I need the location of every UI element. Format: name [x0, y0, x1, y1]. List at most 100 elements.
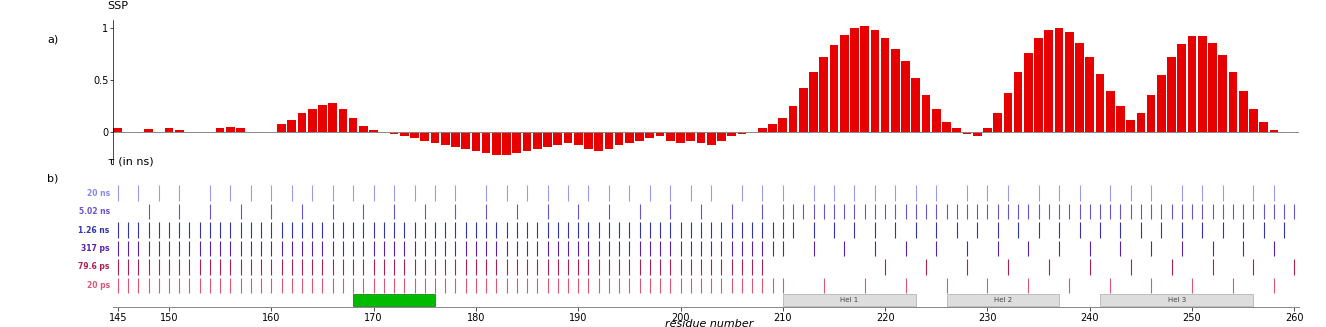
- Bar: [164, 128, 174, 132]
- Bar: [512, 132, 521, 153]
- Bar: [1086, 57, 1094, 132]
- Bar: [544, 132, 552, 147]
- Bar: [768, 124, 777, 132]
- Bar: [1101, 294, 1253, 306]
- Bar: [225, 127, 235, 132]
- Bar: [420, 132, 430, 141]
- Bar: [1197, 36, 1207, 132]
- Text: 5.02 ns: 5.02 ns: [78, 207, 110, 216]
- Bar: [1034, 38, 1044, 132]
- Bar: [1065, 32, 1074, 132]
- Bar: [1054, 28, 1063, 132]
- Bar: [481, 132, 491, 153]
- Text: 79.6 ps: 79.6 ps: [78, 262, 110, 271]
- Text: residue number: residue number: [666, 319, 753, 327]
- Bar: [880, 38, 890, 132]
- Bar: [359, 126, 367, 132]
- Bar: [778, 118, 788, 132]
- Bar: [1116, 106, 1124, 132]
- Bar: [1024, 53, 1033, 132]
- Bar: [1004, 93, 1012, 132]
- Bar: [1045, 30, 1053, 132]
- Bar: [717, 132, 725, 141]
- Bar: [216, 128, 224, 132]
- Bar: [1269, 130, 1278, 132]
- Bar: [983, 128, 992, 132]
- Bar: [1208, 43, 1217, 132]
- Text: a): a): [48, 34, 58, 44]
- Bar: [800, 88, 808, 132]
- Bar: [114, 128, 122, 132]
- Bar: [809, 72, 818, 132]
- Text: 20 ns: 20 ns: [86, 189, 110, 198]
- Text: Hel 3: Hel 3: [1168, 297, 1185, 303]
- Bar: [1075, 43, 1083, 132]
- Bar: [522, 132, 532, 151]
- Bar: [1147, 95, 1155, 132]
- Bar: [646, 132, 654, 138]
- Text: 317 ps: 317 ps: [81, 244, 110, 253]
- Bar: [737, 132, 747, 134]
- Bar: [1188, 36, 1196, 132]
- Bar: [839, 35, 849, 132]
- Bar: [656, 132, 664, 136]
- Bar: [369, 130, 378, 132]
- Bar: [947, 294, 1059, 306]
- Bar: [605, 132, 613, 149]
- Bar: [902, 61, 910, 132]
- Bar: [1177, 43, 1187, 132]
- Bar: [973, 132, 981, 136]
- Bar: [861, 26, 869, 132]
- Bar: [297, 113, 306, 132]
- Bar: [728, 132, 736, 136]
- Bar: [1095, 74, 1105, 132]
- Bar: [1219, 55, 1227, 132]
- Bar: [431, 132, 439, 143]
- Bar: [451, 132, 460, 147]
- Bar: [564, 132, 573, 143]
- Bar: [615, 132, 623, 145]
- Bar: [696, 132, 705, 143]
- Bar: [594, 132, 603, 151]
- Bar: [952, 128, 961, 132]
- Bar: [574, 132, 582, 145]
- Bar: [687, 132, 695, 141]
- Bar: [492, 132, 501, 155]
- Bar: [758, 128, 766, 132]
- Text: 1.26 ns: 1.26 ns: [78, 226, 110, 234]
- Bar: [1229, 72, 1237, 132]
- Bar: [533, 132, 541, 149]
- Bar: [277, 124, 286, 132]
- Bar: [349, 118, 358, 132]
- Bar: [932, 109, 940, 132]
- Bar: [789, 106, 797, 132]
- Bar: [440, 132, 450, 145]
- Text: Hel 1: Hel 1: [841, 297, 858, 303]
- Bar: [963, 132, 972, 134]
- Bar: [461, 132, 469, 149]
- Bar: [145, 129, 152, 132]
- Bar: [236, 128, 245, 132]
- Bar: [1249, 109, 1258, 132]
- Bar: [1167, 57, 1176, 132]
- Bar: [553, 132, 562, 145]
- Bar: [707, 132, 716, 145]
- Text: SSP: SSP: [107, 1, 127, 11]
- Bar: [830, 45, 838, 132]
- Bar: [993, 113, 1002, 132]
- Bar: [922, 95, 931, 132]
- Bar: [850, 28, 859, 132]
- Text: Hel 2: Hel 2: [993, 297, 1012, 303]
- Bar: [666, 132, 675, 141]
- Bar: [1014, 72, 1022, 132]
- Bar: [583, 132, 593, 149]
- Bar: [871, 30, 879, 132]
- Bar: [943, 122, 951, 132]
- Bar: [288, 120, 296, 132]
- Bar: [1238, 91, 1248, 132]
- Bar: [353, 294, 435, 306]
- Bar: [503, 132, 511, 155]
- Bar: [390, 132, 398, 134]
- Bar: [472, 132, 480, 151]
- Bar: [1126, 120, 1135, 132]
